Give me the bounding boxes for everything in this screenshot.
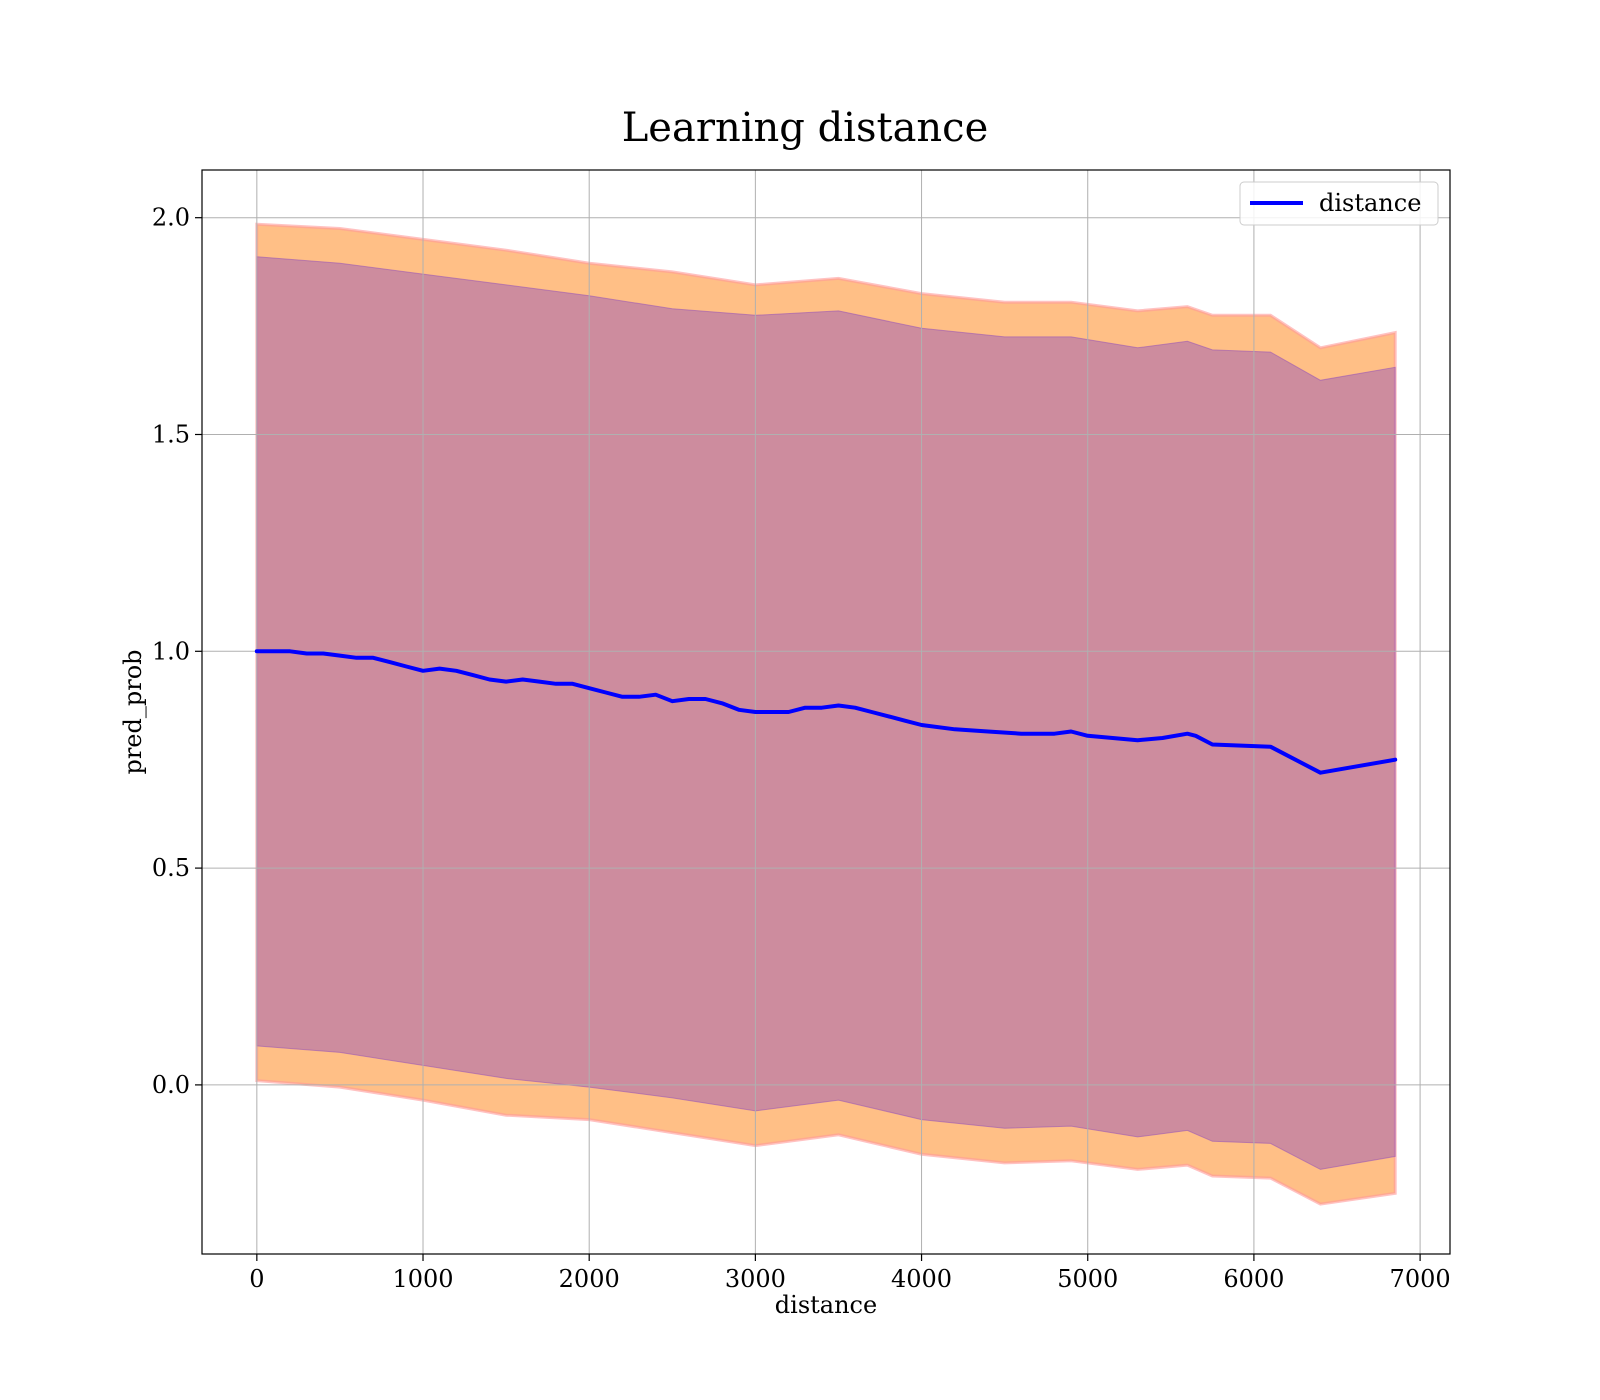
grid [202,170,1450,1254]
confidence-bands [255,222,1397,1206]
y-tick-label: 1.5 [152,420,190,448]
x-tick-label: 4000 [891,1265,952,1293]
x-tick-label: 2000 [559,1265,620,1293]
x-tick-label: 0 [249,1265,264,1293]
plot-frame [201,169,1451,1255]
x-tick-label: 5000 [1057,1265,1118,1293]
y-tick-label: 0.0 [152,1071,190,1099]
y-tick-label: 1.0 [152,637,190,665]
y-tick-label: 0.5 [152,854,190,882]
axis-ticks: 0 1000 2000 3000 4000 5000 6000 7000 0.0 0.5 1.0 1.… [152,204,1451,1293]
legend-label-distance: distance [1319,189,1421,217]
data-lines [254,649,1398,775]
y-axis-label: pred_prob [119,649,147,774]
confidence-band-2 [256,256,1396,1170]
x-tick-label: 6000 [1223,1265,1284,1293]
series-line-1 [254,649,1398,775]
x-axis-label: distance [775,1291,877,1319]
y-tick-label: 2.0 [152,204,190,232]
chart-title: Learning distance [622,105,989,151]
x-tick-label: 1000 [392,1265,453,1293]
legend-box [1239,181,1439,226]
legend: distance [1239,181,1439,226]
x-tick-label: 3000 [725,1265,786,1293]
x-tick-label: 7000 [1390,1265,1451,1293]
